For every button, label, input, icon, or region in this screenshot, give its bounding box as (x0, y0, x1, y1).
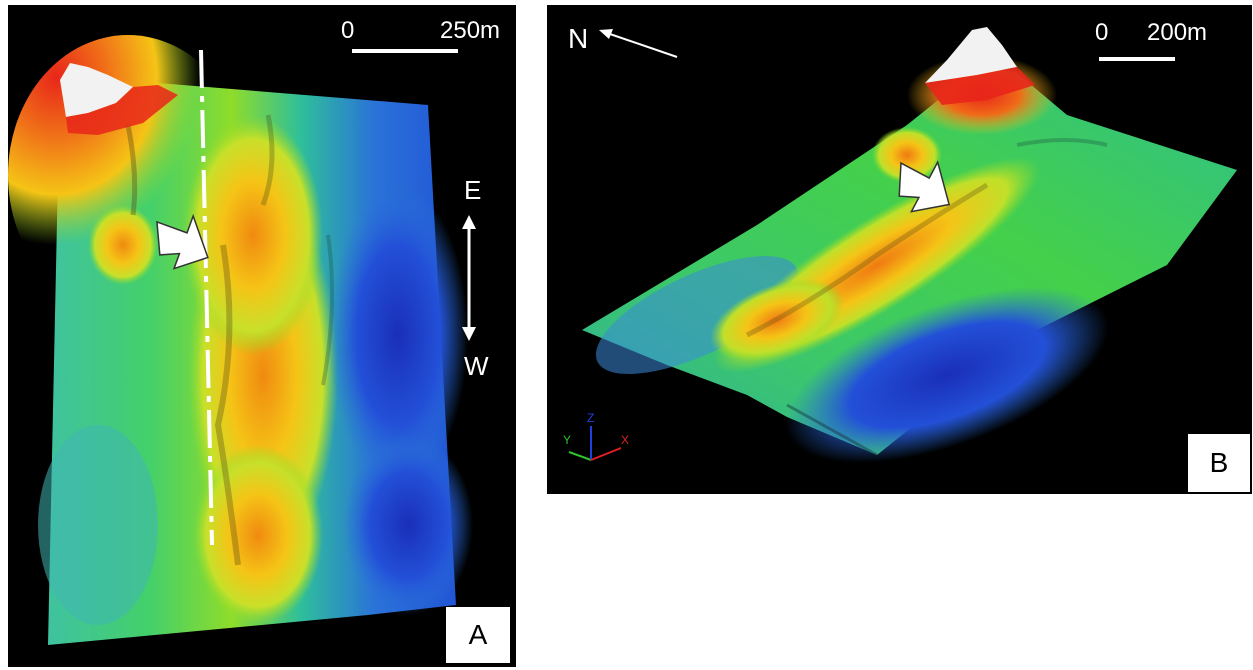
axis-y-label: Y (563, 433, 571, 447)
scale-start-label-a: 0 (341, 17, 355, 44)
panel-a-label: A (445, 606, 511, 664)
scale-start-label-b: 0 (1095, 19, 1109, 46)
north-label: N (568, 23, 589, 54)
direction-east-label: E (464, 175, 482, 205)
terrain-map-a (8, 35, 473, 645)
axis-z-label: Z (587, 411, 594, 425)
north-arrow-icon (599, 29, 678, 58)
double-arrow-icon (462, 215, 476, 341)
scale-bar-b (1099, 57, 1175, 61)
axis-x-label: X (621, 433, 629, 447)
white-arrow-icon (898, 160, 951, 213)
terrain-map-b (582, 27, 1237, 463)
scale-bar-a (352, 49, 458, 53)
dash-dot-line (199, 49, 214, 546)
scale-end-label-a: 250m (440, 17, 501, 44)
scale-end-label-b: 200m (1147, 19, 1208, 46)
white-arrow-icon (156, 213, 209, 270)
panel-a-terrain-view: 0 250m E W A (8, 5, 516, 667)
direction-west-label: W (464, 351, 489, 381)
panel-b-terrain-view: N 0 200m Y Z X B (547, 5, 1252, 494)
panel-b-label: B (1187, 433, 1251, 493)
axis-triad-icon: Y Z X (563, 411, 629, 461)
